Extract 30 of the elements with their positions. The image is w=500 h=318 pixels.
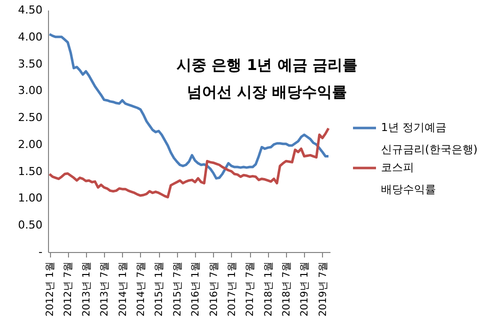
line-series	[48, 127, 330, 198]
x-tick-label: 2018년 1월	[263, 262, 274, 316]
x-tick-label: 2019년 1월	[300, 262, 311, 316]
y-tick-label: 1.50	[18, 164, 42, 178]
y-tick-label: 3.00	[18, 84, 42, 98]
text: 시중 은행 1년 예금 금리를 넘어선 시장 배당수익률	[176, 56, 358, 101]
y-tick-label: 0.50	[18, 218, 42, 232]
y-tick-label: 3.50	[18, 57, 42, 70]
x-tick-label: 2015년 7월	[172, 262, 184, 316]
x-tick-label: 2016년 1월	[190, 262, 202, 316]
y-tick-label: 2.50	[18, 111, 42, 124]
y-tick-label: 2.00	[18, 138, 42, 151]
x-tick-label: 2019년 7월	[318, 262, 329, 316]
x-tick-label: 2014년 1월	[118, 262, 129, 316]
x-tick-label: 2017년 1월	[226, 262, 238, 316]
x-tick-label: 2017년 7월	[245, 262, 256, 316]
x-tick-label: 2012년 7월	[63, 262, 74, 316]
legend-label: 1년 정기예금 신규금리(한국은행)	[381, 121, 478, 156]
x-tick-label: 2015년 1월	[154, 262, 166, 316]
x-tick-label: 2013년 1월	[81, 262, 92, 316]
y-tick-label: 4.50	[18, 4, 42, 16]
legend-label: 코스피 배당수익률	[381, 161, 436, 196]
x-tick-label: 2014년 7월	[136, 262, 147, 316]
x-tick-label: 2016년 7월	[208, 262, 220, 316]
y-tick-label: 4.00	[18, 30, 42, 44]
y-tick-label: -	[38, 246, 43, 258]
x-tick-label: 2012년 1월	[45, 262, 56, 316]
y-tick-label: 1.00	[18, 192, 42, 205]
x-tick-label: 2013년 7월	[100, 262, 111, 316]
x-tick-label: 2018년 7월	[282, 262, 293, 316]
